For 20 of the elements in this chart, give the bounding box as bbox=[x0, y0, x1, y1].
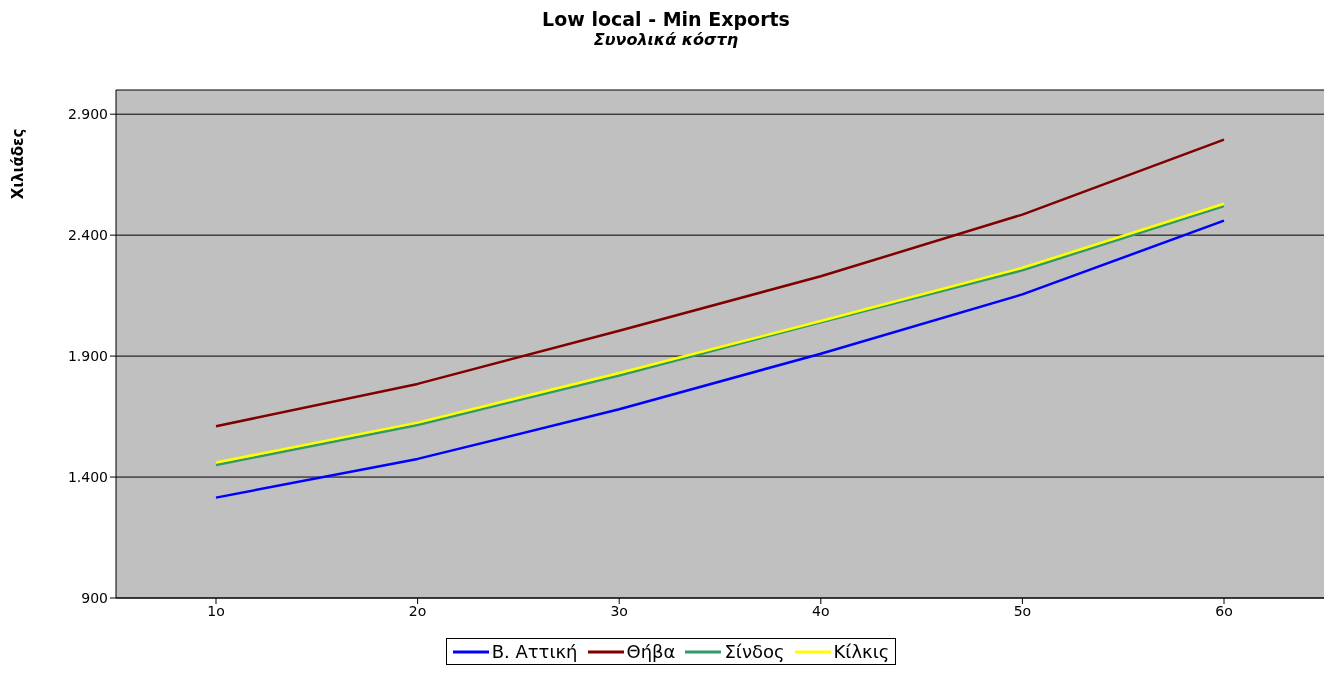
y-tick-label: 900 bbox=[81, 589, 108, 606]
line-series bbox=[214, 219, 1226, 499]
x-tick-label: 6ο bbox=[1215, 602, 1233, 619]
y-axis-title: Χιλιάδες bbox=[9, 128, 28, 200]
chart-title: Low local - Min Exports bbox=[541, 8, 791, 30]
x-tick-label: 2ο bbox=[408, 602, 427, 619]
y-tick-label: 1.400 bbox=[67, 469, 108, 486]
y-tick-label: 1.900 bbox=[67, 348, 108, 365]
x-tick-label: 1ο bbox=[207, 602, 225, 619]
x-tick-label: 3ο bbox=[610, 602, 628, 619]
legend-label: Κίλκις bbox=[832, 641, 890, 662]
legend-label: Θήβα bbox=[625, 641, 676, 662]
chart-subtitle: Συνολικά κόστη bbox=[592, 30, 740, 50]
legend-label: Β. Αττική bbox=[490, 641, 578, 662]
y-tick-label: 2.900 bbox=[67, 106, 108, 123]
x-tick-label: 4ο bbox=[812, 602, 830, 619]
y-tick-label: 2.400 bbox=[67, 227, 108, 244]
legend-label: Σίνδος bbox=[723, 641, 785, 662]
x-tick-label: 5ο bbox=[1013, 602, 1032, 619]
line-series bbox=[214, 138, 1226, 428]
